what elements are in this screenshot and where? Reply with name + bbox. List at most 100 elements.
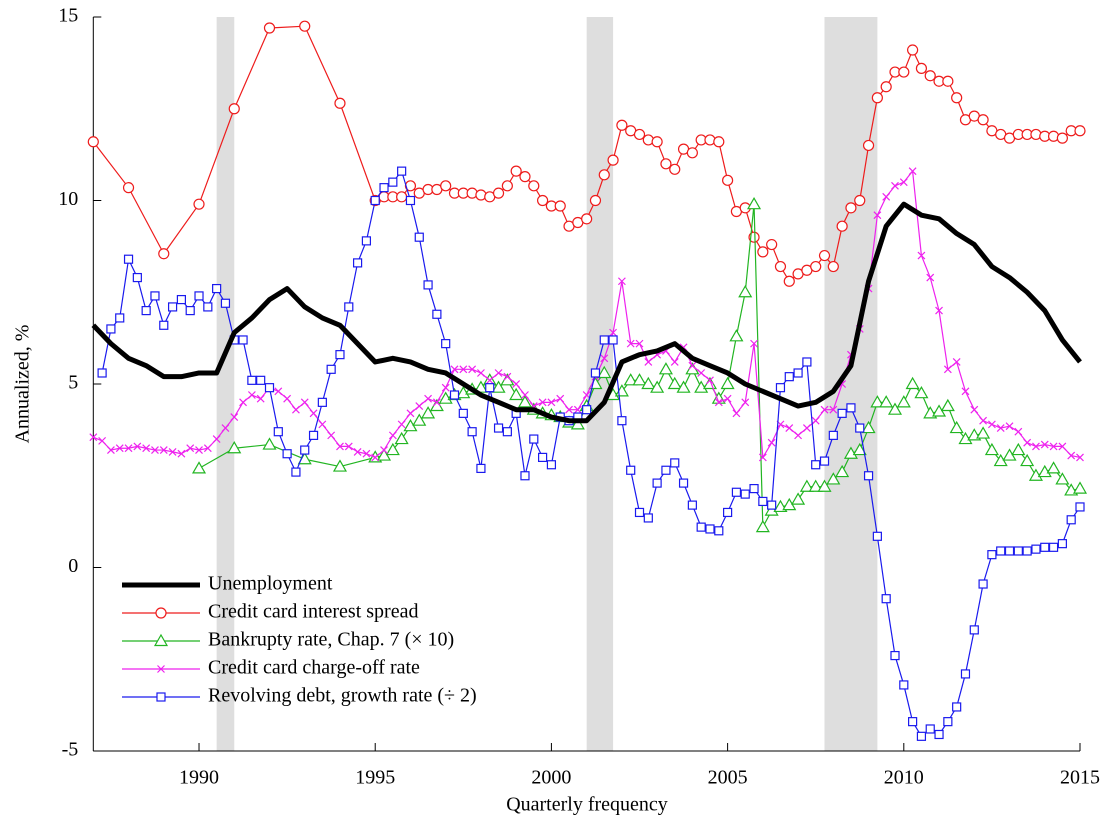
marker [485, 383, 495, 393]
marker [996, 424, 1005, 432]
marker [191, 461, 207, 474]
marker [650, 380, 665, 393]
marker [157, 665, 165, 673]
marker [738, 285, 753, 298]
marker [115, 444, 124, 453]
marker [1066, 515, 1076, 525]
marker [732, 409, 741, 418]
marker [802, 424, 811, 432]
marker [696, 522, 706, 532]
marker [326, 364, 336, 374]
marker [670, 358, 679, 366]
marker [676, 380, 691, 393]
marker [740, 489, 750, 499]
marker [705, 524, 715, 534]
marker [688, 361, 697, 370]
marker [238, 335, 248, 345]
marker [546, 460, 557, 470]
marker [528, 180, 540, 192]
marker [362, 449, 371, 458]
marker [327, 431, 336, 440]
marker [547, 398, 556, 407]
legend-item: Credit card charge-off rate [122, 657, 420, 679]
marker [978, 579, 988, 589]
marker [1067, 451, 1076, 460]
marker [344, 442, 353, 451]
marker [151, 446, 159, 454]
marker [669, 163, 681, 175]
marker [467, 427, 477, 437]
marker [212, 435, 221, 443]
marker [334, 97, 346, 109]
marker [450, 365, 459, 374]
marker [943, 365, 952, 374]
marker [397, 420, 406, 429]
marker [660, 158, 672, 170]
marker [228, 103, 240, 115]
marker [97, 368, 107, 378]
marker [573, 405, 582, 414]
marker [970, 405, 979, 414]
marker [155, 607, 167, 619]
marker [694, 380, 709, 393]
marker [370, 195, 380, 206]
marker [397, 166, 407, 176]
marker [153, 633, 169, 647]
marker [855, 423, 865, 433]
marker [317, 397, 327, 407]
marker [678, 478, 689, 488]
marker [503, 372, 512, 381]
marker [1022, 546, 1032, 556]
marker [441, 383, 450, 392]
marker [713, 136, 725, 148]
marker [828, 430, 838, 440]
marker [714, 526, 724, 536]
marker [750, 339, 758, 348]
marker [538, 452, 548, 462]
marker [492, 187, 505, 199]
marker [256, 394, 265, 403]
marker [177, 449, 186, 458]
marker [263, 22, 276, 34]
marker [852, 442, 867, 456]
marker [802, 357, 812, 367]
marker [658, 362, 673, 375]
marker [1040, 542, 1050, 552]
marker [969, 625, 979, 635]
marker [783, 275, 795, 287]
marker [926, 273, 935, 282]
marker [491, 380, 506, 393]
marker [537, 194, 549, 207]
marker [882, 192, 891, 201]
marker [106, 324, 116, 334]
marker [976, 426, 991, 439]
marker [597, 365, 612, 379]
marker [758, 496, 768, 507]
marker [1023, 438, 1032, 447]
marker [819, 456, 830, 466]
series [97, 166, 1085, 741]
marker [723, 394, 732, 403]
marker [115, 313, 125, 323]
marker [896, 395, 911, 408]
marker [836, 220, 848, 232]
marker [979, 416, 988, 425]
marker [1056, 132, 1068, 144]
marker [943, 717, 953, 727]
marker [371, 453, 380, 462]
marker [124, 444, 133, 453]
marker [300, 398, 309, 407]
marker [1031, 544, 1041, 554]
marker [635, 339, 644, 348]
marker [432, 309, 442, 319]
marker [1049, 442, 1058, 451]
marker [723, 507, 733, 518]
marker [1005, 422, 1014, 431]
marker [949, 420, 964, 434]
marker [958, 431, 973, 445]
marker [899, 680, 909, 690]
marker [106, 446, 115, 454]
marker [132, 272, 142, 283]
marker [720, 376, 735, 390]
series-line [91, 201, 1082, 424]
